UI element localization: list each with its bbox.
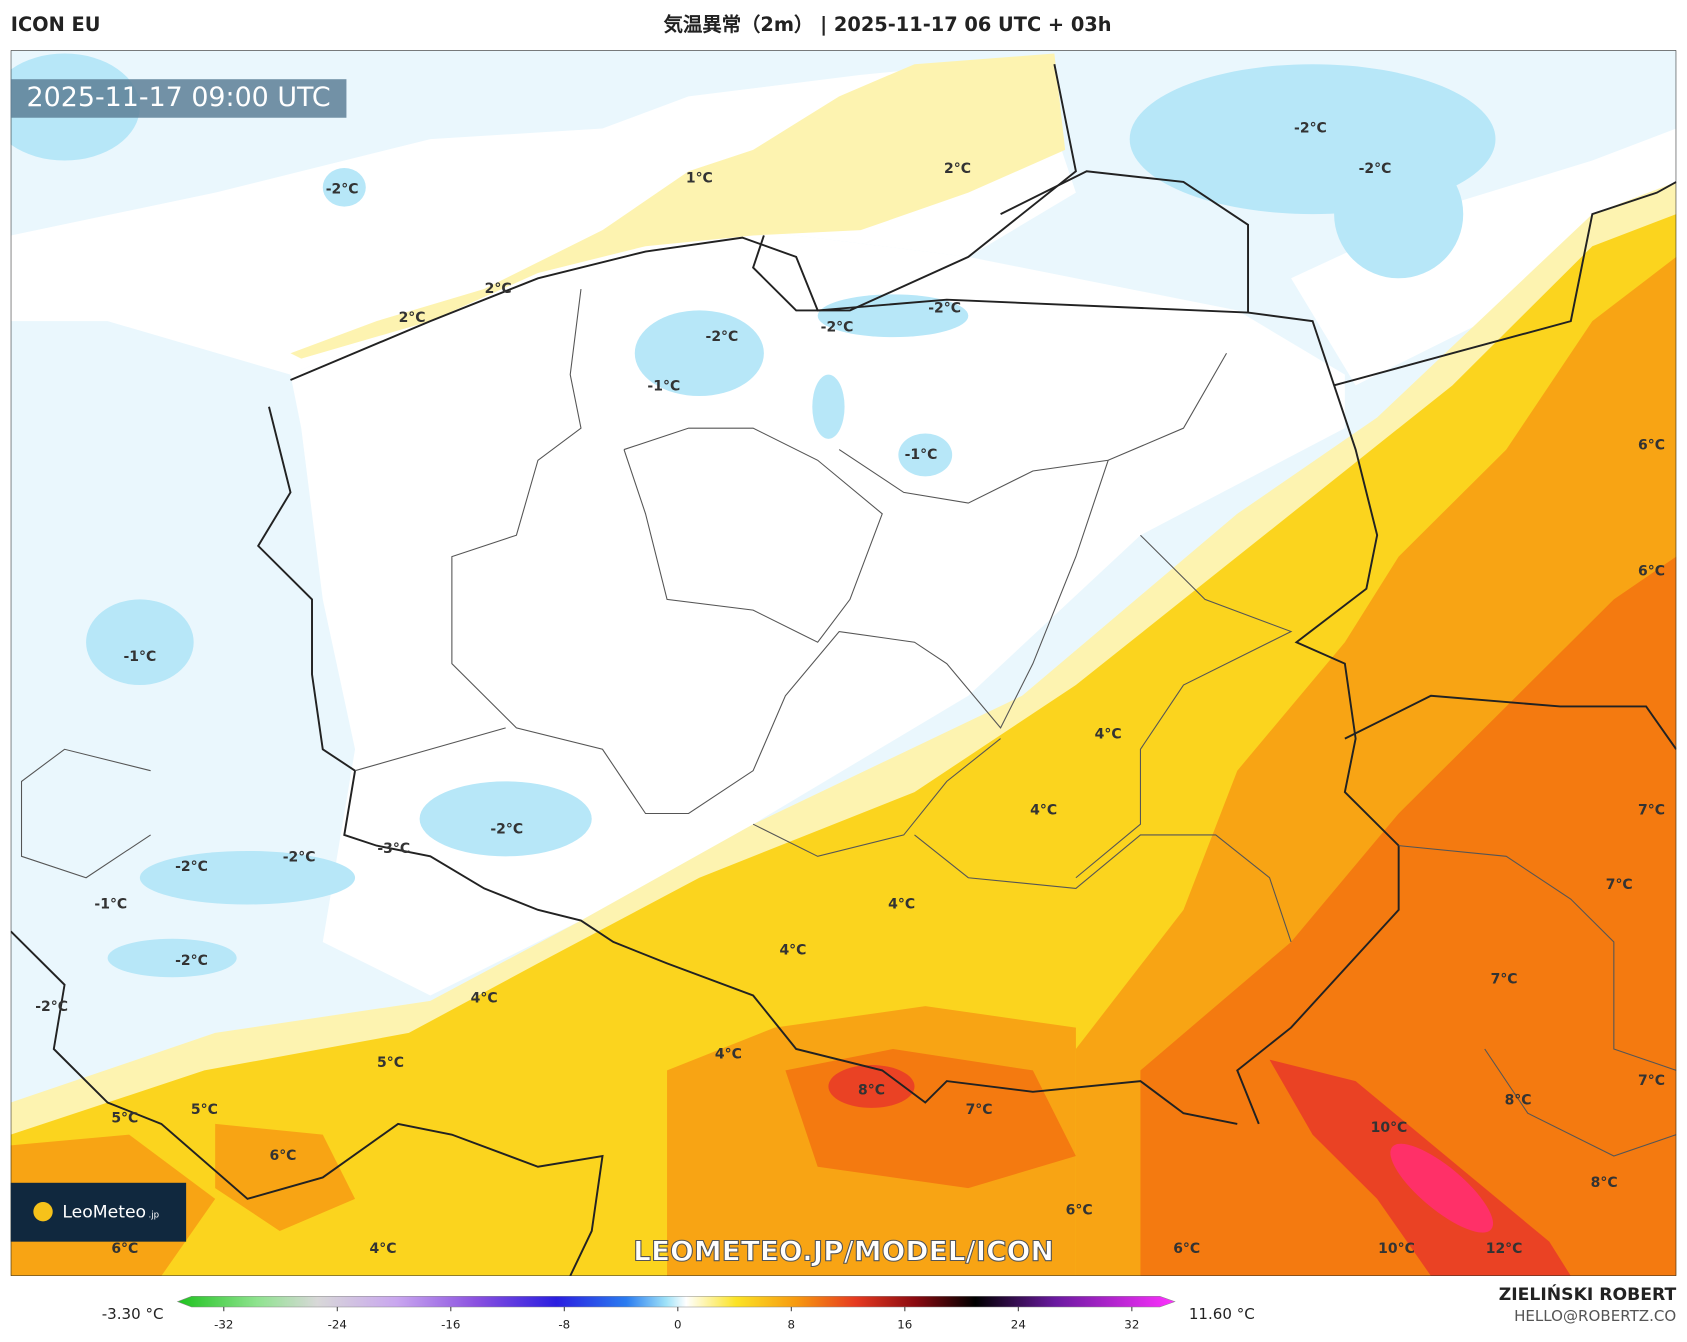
map-label: -1°C — [123, 649, 156, 665]
colorbar-tick-label: 16 — [897, 1318, 912, 1332]
timestamp: 2025-11-17 09:00 UTC — [27, 82, 331, 113]
map-label: 2°C — [399, 310, 426, 326]
map-label: -2°C — [928, 300, 961, 316]
map-label: -2°C — [1359, 161, 1392, 177]
map-label: -2°C — [175, 859, 208, 875]
map-label: -1°C — [94, 897, 127, 913]
map-label: 4°C — [370, 1241, 397, 1257]
map-label: -2°C — [35, 999, 68, 1015]
logo-suffix: .jp — [148, 1210, 159, 1220]
map-label: 6°C — [1066, 1203, 1093, 1219]
colorbar-max: 11.60 °C — [1189, 1305, 1255, 1323]
map-labels: -2°C 1°C 2°C -2°C -2°C 2°C 2°C -2°C -2°C -2°C -1°C… — [35, 120, 1665, 1257]
map-label: 1°C — [686, 171, 713, 187]
map-label: -2°C — [490, 822, 523, 838]
warm-hot — [1390, 1143, 1494, 1233]
map-label: 6°C — [111, 1241, 138, 1257]
map-label: -2°C — [283, 849, 316, 865]
credit-contact: HELLO@ROBERTZ.CO — [1514, 1307, 1676, 1325]
map-label: 10°C — [1371, 1120, 1408, 1136]
colorbar — [176, 1295, 1176, 1308]
colorbar-min: -3.30 °C — [102, 1305, 164, 1323]
colorbar-tick-label: 0 — [674, 1318, 682, 1332]
borders — [10, 64, 1677, 1276]
map-label: -2°C — [175, 953, 208, 969]
map-label: 4°C — [715, 1046, 742, 1062]
colorbar-tick-label: 32 — [1124, 1318, 1139, 1332]
colorbar-ticks: -32 -24 -16 -8 0 8 16 24 32 — [214, 1306, 1139, 1332]
map-label: 4°C — [1030, 802, 1057, 818]
map-label: -3°C — [377, 841, 410, 857]
map-label: 4°C — [888, 897, 915, 913]
map-label: 7°C — [1606, 877, 1633, 893]
map-label: 5°C — [377, 1055, 404, 1071]
map-label: 8°C — [1505, 1092, 1532, 1108]
colorbar-tick-label: 8 — [788, 1318, 796, 1332]
colorbar-tick-label: -32 — [214, 1318, 233, 1332]
logo-sun — [33, 1202, 53, 1222]
map-label: 7°C — [1638, 1073, 1665, 1089]
map: -2°C 1°C 2°C -2°C -2°C 2°C 2°C -2°C -2°C -2°C -1°C… — [10, 50, 1677, 1276]
map-label: 7°C — [1491, 971, 1518, 987]
colorbar-tick-label: -8 — [558, 1318, 570, 1332]
map-label: -2°C — [706, 329, 739, 345]
map-label: 6°C — [269, 1148, 296, 1164]
credit-author: ZIELIŃSKI ROBERT — [1499, 1283, 1677, 1305]
watermark: LEOMETEO.JP/MODEL/ICON — [633, 1234, 1054, 1267]
map-label: 6°C — [1638, 564, 1665, 580]
colorbar-tick-label: 24 — [1011, 1318, 1026, 1332]
timestamp-box — [10, 79, 347, 118]
map-label: 12°C — [1486, 1241, 1523, 1257]
colorbar-tick-label: -16 — [441, 1318, 460, 1332]
map-label: 2°C — [485, 281, 512, 297]
logo-text: LeoMeteo — [62, 1203, 146, 1223]
map-label: 2°C — [944, 161, 971, 177]
map-label: 4°C — [1095, 726, 1122, 742]
map-label: 8°C — [858, 1083, 885, 1099]
map-label: 4°C — [779, 943, 806, 959]
model-name: ICON EU — [11, 13, 101, 36]
map-label: -2°C — [821, 320, 854, 336]
inner-borders — [20, 288, 1677, 1157]
map-label: -1°C — [647, 378, 680, 394]
map-label: 7°C — [1638, 802, 1665, 818]
map-label: -2°C — [326, 181, 359, 197]
map-label: 10°C — [1378, 1241, 1415, 1257]
map-label: 5°C — [191, 1102, 218, 1118]
map-label: 6°C — [1638, 437, 1665, 453]
map-label: 4°C — [471, 991, 498, 1007]
map-label: 5°C — [111, 1111, 138, 1127]
colorbar-tick-label: -24 — [328, 1318, 347, 1332]
map-label: 8°C — [1591, 1175, 1618, 1191]
map-label: -1°C — [905, 447, 938, 463]
map-label: 6°C — [1173, 1241, 1200, 1257]
map-label: 7°C — [966, 1102, 993, 1118]
title: 気温異常（2m） | 2025-11-17 06 UTC + 03h — [664, 13, 1112, 36]
map-label: -2°C — [1294, 120, 1327, 136]
